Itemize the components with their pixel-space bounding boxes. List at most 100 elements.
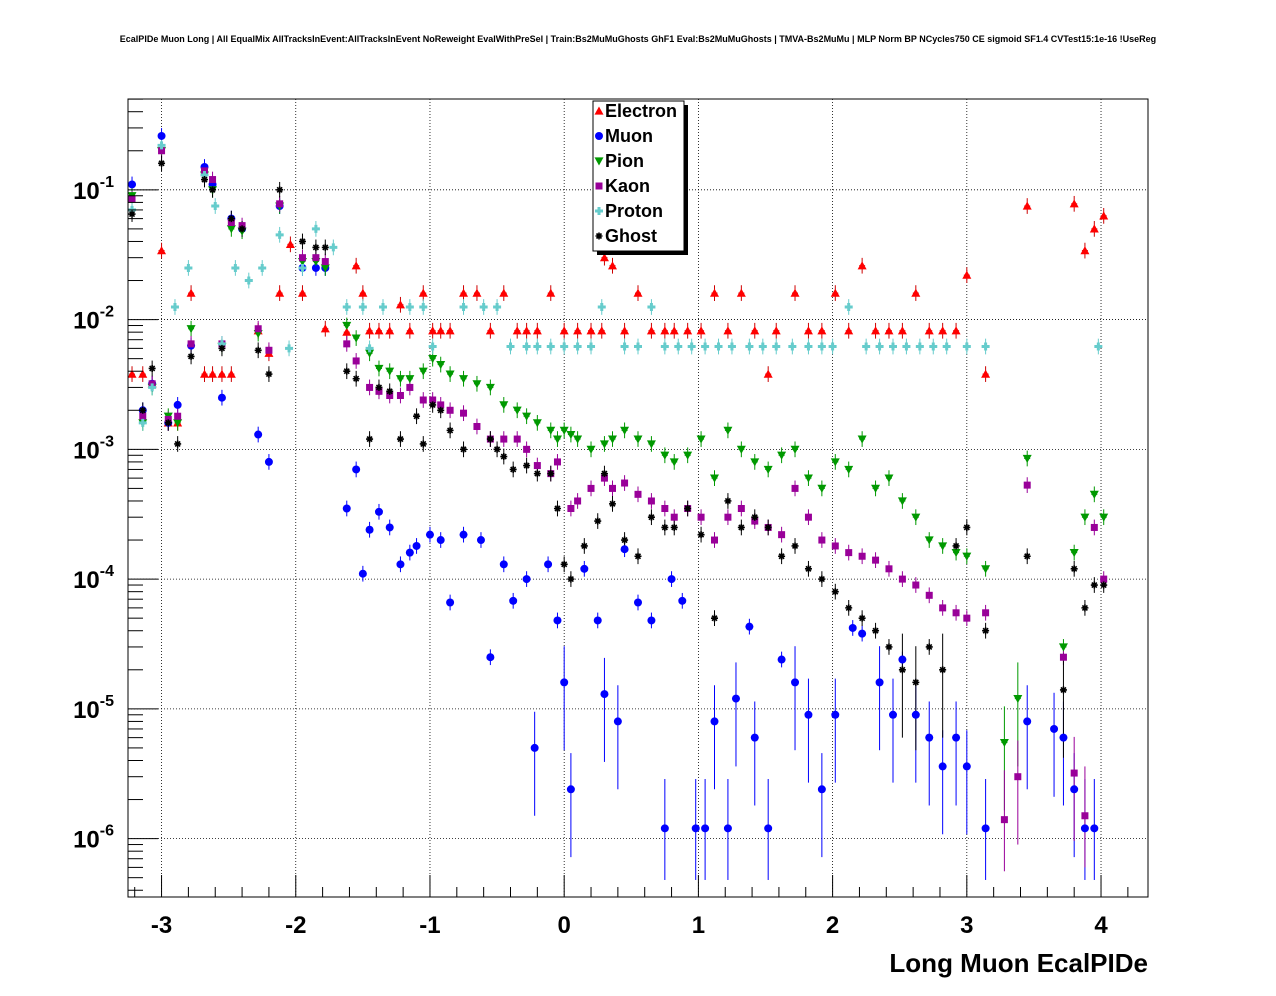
kaon-point — [831, 542, 839, 550]
legend: Electron Muon Pion Kaon Proton Ghost — [592, 100, 688, 255]
muon-point — [938, 762, 947, 771]
kaon-point — [587, 484, 595, 492]
proton-point — [148, 383, 157, 392]
muon-point — [499, 560, 508, 569]
kaon-point — [513, 435, 521, 443]
x-tick-label: -1 — [419, 912, 440, 939]
kaon-point — [925, 591, 933, 599]
muon-point — [446, 598, 455, 607]
electron-point — [436, 326, 446, 335]
y-tick-label: 10-2 — [73, 304, 114, 335]
muon-point — [678, 596, 687, 605]
kaon-point — [818, 536, 826, 544]
legend-proton-label: Proton — [605, 201, 663, 221]
pion-point — [660, 451, 670, 460]
pion-point — [999, 738, 1009, 748]
ghost-point — [609, 500, 616, 508]
ghost-point — [939, 666, 947, 674]
muon-point — [1050, 724, 1059, 733]
kaon-point — [254, 325, 262, 333]
muon-point — [358, 569, 367, 578]
legend-proton-marker — [595, 207, 603, 215]
legend-ghost-marker — [595, 232, 603, 240]
electron-point — [499, 288, 509, 297]
kaon-point — [609, 484, 616, 492]
electron-point — [771, 326, 781, 335]
axis-ticks — [128, 98, 1129, 897]
electron-point — [830, 288, 840, 297]
ghost-point — [218, 344, 226, 352]
muon-point — [509, 596, 518, 605]
pion-point — [342, 321, 352, 331]
ghost-point — [238, 225, 246, 233]
electron-point — [646, 326, 656, 335]
proton-point — [962, 342, 971, 351]
muon-point — [898, 655, 907, 664]
kaon-point — [553, 458, 561, 466]
pion-point — [857, 435, 867, 444]
kaon-point — [898, 575, 906, 583]
ghost-point — [567, 575, 575, 583]
proton-point — [493, 303, 502, 312]
muon-point — [691, 824, 700, 833]
ghost-point — [547, 470, 555, 478]
y-tick-label: 10-3 — [73, 433, 114, 464]
kaon-point — [621, 479, 629, 487]
electron-point — [459, 288, 469, 297]
proton-point — [211, 202, 220, 211]
kaon-point — [343, 340, 351, 348]
muon-point — [600, 690, 609, 699]
legend-box — [592, 100, 685, 252]
electron-point — [200, 369, 209, 378]
ghost-point — [352, 375, 360, 383]
electron-point — [981, 369, 991, 378]
electron-point — [696, 326, 706, 335]
muon-point — [911, 710, 920, 719]
ghost-point — [634, 552, 642, 560]
pion-point — [817, 484, 827, 493]
kaon-point — [778, 531, 786, 539]
kaon-point — [858, 552, 866, 560]
ghost-point — [265, 370, 273, 378]
electron-point — [532, 326, 542, 335]
muon-point — [436, 536, 445, 545]
ghost-point — [493, 445, 501, 453]
kaon-point — [912, 581, 920, 589]
ghost-point — [298, 237, 306, 245]
x-tick-labels: -3 -2 -1 0 1 2 3 4 — [151, 912, 1108, 939]
proton-point — [1094, 342, 1103, 351]
ghost-point — [227, 215, 235, 223]
y-tick-label: 10-6 — [73, 823, 114, 854]
pion-point — [1099, 513, 1109, 522]
kaon-point — [634, 490, 642, 498]
kaon-point — [885, 565, 893, 573]
ghost-point — [952, 542, 960, 550]
kaon-point — [647, 497, 655, 505]
proton-point — [714, 342, 723, 351]
muon-point — [613, 717, 622, 726]
pion-point — [763, 465, 773, 474]
ghost-point — [533, 470, 541, 478]
pion-point — [405, 375, 415, 384]
pion-point — [1089, 490, 1099, 499]
muon-point — [486, 653, 495, 662]
proton-point — [875, 342, 884, 351]
ghost-point — [254, 346, 262, 354]
electron-point — [750, 326, 760, 335]
proton-point — [701, 342, 710, 351]
muon-point — [817, 785, 826, 794]
ghost-point — [164, 419, 172, 427]
ghost-point — [697, 531, 705, 539]
proton-point — [428, 342, 437, 351]
ghost-point — [1059, 686, 1067, 694]
muon-point — [620, 545, 629, 554]
electron-point — [358, 288, 368, 297]
electron-point — [573, 326, 583, 335]
pion-point — [844, 465, 854, 474]
muon-point — [777, 655, 786, 664]
electron-point — [660, 326, 670, 335]
kaon-point — [952, 609, 960, 617]
pion-point — [320, 264, 330, 273]
legend-pion-marker — [594, 157, 604, 166]
